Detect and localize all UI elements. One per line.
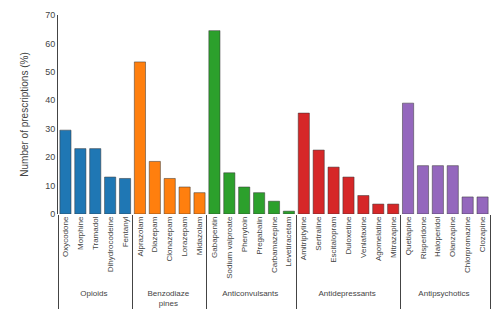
svg-text:Levetiracetam: Levetiracetam <box>285 216 294 267</box>
svg-text:Sertraline: Sertraline <box>314 216 323 251</box>
svg-text:Escitalopram: Escitalopram <box>329 216 338 263</box>
svg-text:Duloxetine: Duloxetine <box>344 216 353 254</box>
svg-text:10: 10 <box>45 181 55 191</box>
svg-text:Sodium valproate: Sodium valproate <box>225 216 234 279</box>
svg-text:Phenytoin: Phenytoin <box>240 217 249 253</box>
svg-text:Clonazepam: Clonazepam <box>165 216 174 261</box>
svg-text:Diazepam: Diazepam <box>150 216 159 252</box>
svg-text:Venlafaxine: Venlafaxine <box>359 216 368 258</box>
svg-text:Anticonvulsants: Anticonvulsants <box>222 289 278 298</box>
svg-text:Quetiapine: Quetiapine <box>404 216 413 255</box>
svg-text:Oxycodone: Oxycodone <box>61 216 70 257</box>
svg-text:Number of prescriptions (%): Number of prescriptions (%) <box>19 52 30 176</box>
svg-text:Risperidone: Risperidone <box>419 216 428 259</box>
svg-text:Carbamazepine: Carbamazepine <box>270 216 279 273</box>
svg-text:Antipsychotics: Antipsychotics <box>418 289 469 298</box>
svg-text:Lorazepam: Lorazepam <box>180 216 189 256</box>
svg-text:Mitrazapine: Mitrazapine <box>389 216 398 258</box>
svg-text:Tramadol: Tramadol <box>91 216 100 250</box>
svg-text:0: 0 <box>50 209 55 219</box>
svg-text:Dihydrocodeine: Dihydrocodeine <box>106 216 115 272</box>
svg-text:40: 40 <box>45 95 55 105</box>
svg-text:Opioids: Opioids <box>80 289 107 298</box>
svg-text:Clozapine: Clozapine <box>478 216 487 252</box>
svg-text:20: 20 <box>45 152 55 162</box>
svg-text:Morphine: Morphine <box>76 216 85 250</box>
svg-text:Amitriptyline: Amitriptyline <box>299 216 308 260</box>
svg-text:Chlorpromazine: Chlorpromazine <box>463 216 472 273</box>
svg-text:30: 30 <box>45 124 55 134</box>
svg-text:60: 60 <box>45 39 55 49</box>
svg-text:50: 50 <box>45 67 55 77</box>
svg-text:Agomelatine: Agomelatine <box>374 216 383 261</box>
svg-text:70: 70 <box>45 10 55 20</box>
svg-text:Fentanyl: Fentanyl <box>121 216 130 247</box>
svg-text:Midazolam: Midazolam <box>195 216 204 255</box>
svg-text:Benzodiazepines: Benzodiazepines <box>147 289 189 308</box>
svg-text:Pregabalin: Pregabalin <box>255 217 264 255</box>
svg-text:Antidepressants: Antidepressants <box>318 289 375 298</box>
svg-text:Haloperidol: Haloperidol <box>433 216 442 257</box>
svg-text:Gabapentin: Gabapentin <box>210 217 219 258</box>
svg-text:Olanzapine: Olanzapine <box>448 216 457 257</box>
svg-text:Alprazolam: Alprazolam <box>136 216 145 256</box>
